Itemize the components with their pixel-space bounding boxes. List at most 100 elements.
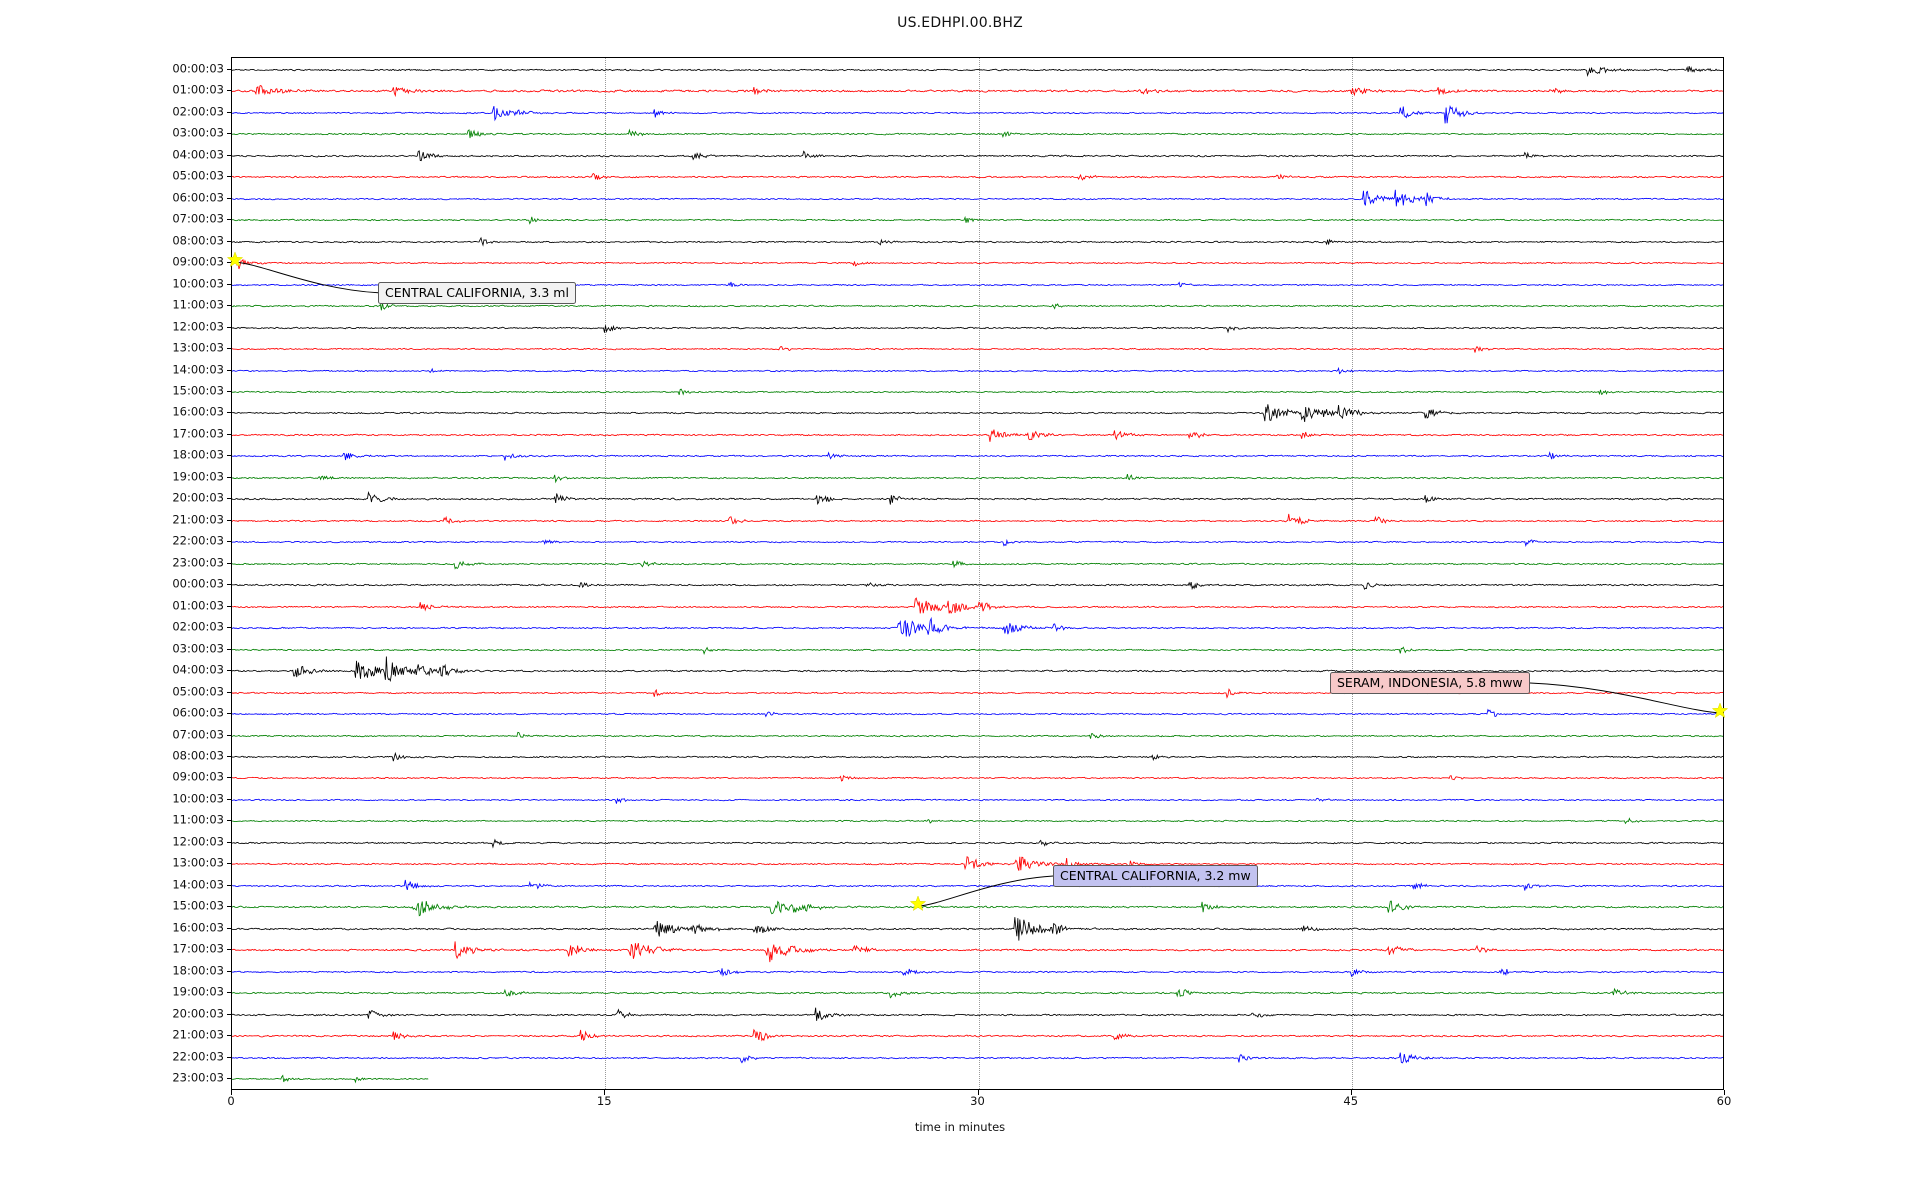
y-tick-mark [227, 1078, 232, 1079]
trace-row [232, 697, 1724, 731]
trace-row [232, 225, 1724, 259]
y-tick-mark [227, 176, 232, 178]
y-tick-mark [227, 1035, 232, 1037]
trace-row [232, 354, 1724, 388]
y-tick-label: 19:00:03 [172, 469, 224, 484]
y-tick-mark [227, 90, 232, 92]
y-tick-label: 09:00:03 [172, 769, 224, 784]
y-tick-mark [227, 197, 232, 199]
y-tick-label: 10:00:03 [172, 275, 224, 290]
y-tick-label: 14:00:03 [172, 361, 224, 376]
trace-row [232, 890, 1724, 924]
y-tick-label: 07:00:03 [172, 726, 224, 741]
y-tick-mark [227, 970, 232, 972]
y-tick-mark [227, 541, 232, 543]
y-tick-label: 08:00:03 [172, 232, 224, 247]
trace-row [232, 998, 1724, 1032]
x-tick-mark [977, 1090, 979, 1095]
x-tick-mark [1724, 1090, 1725, 1095]
y-tick-label: 23:00:03 [172, 1070, 224, 1085]
y-tick-mark [227, 348, 232, 350]
y-tick-mark [227, 927, 232, 929]
trace-row [232, 611, 1724, 645]
y-tick-mark [227, 863, 232, 865]
event-annotation-label[interactable]: SERAM, INDONESIA, 5.8 mww [1330, 672, 1530, 695]
trace-row [232, 482, 1724, 516]
y-tick-label: 03:00:03 [172, 640, 224, 655]
trace-row [232, 654, 1724, 688]
y-tick-label: 05:00:03 [172, 168, 224, 183]
x-tick-label: 0 [227, 1094, 235, 1108]
x-tick-label: 60 [1716, 1094, 1732, 1108]
y-tick-mark [227, 412, 232, 414]
y-tick-label: 04:00:03 [172, 662, 224, 677]
y-tick-mark [227, 992, 232, 994]
trace-row [232, 525, 1724, 559]
y-tick-label: 01:00:03 [172, 597, 224, 612]
y-tick-label: 21:00:03 [172, 512, 224, 527]
y-tick-label: 07:00:03 [172, 211, 224, 226]
trace-row [232, 847, 1724, 881]
y-tick-mark [227, 305, 232, 307]
event-annotation-label[interactable]: CENTRAL CALIFORNIA, 3.2 mw [1053, 865, 1258, 888]
trace-row [232, 439, 1724, 473]
y-tick-label: 19:00:03 [172, 984, 224, 999]
y-tick-mark [227, 841, 232, 843]
y-tick-label: 12:00:03 [172, 834, 224, 849]
event-star-icon[interactable] [908, 895, 927, 918]
trace-row [232, 933, 1724, 967]
y-tick-label: 06:00:03 [172, 705, 224, 720]
y-tick-label: 09:00:03 [172, 254, 224, 269]
y-tick-mark [227, 777, 232, 779]
y-tick-label: 21:00:03 [172, 1027, 224, 1042]
trace-row [232, 504, 1724, 538]
trace-row [232, 1041, 1724, 1075]
y-tick-mark [227, 584, 232, 586]
y-tick-label: 22:00:03 [172, 533, 224, 548]
trace-row [232, 332, 1724, 366]
x-tick-mark [231, 1090, 232, 1095]
y-tick-label: 05:00:03 [172, 683, 224, 698]
trace-row [232, 396, 1724, 430]
y-tick-label: 23:00:03 [172, 555, 224, 570]
y-tick-label: 01:00:03 [172, 82, 224, 97]
y-tick-label: 22:00:03 [172, 1048, 224, 1063]
y-tick-mark [227, 605, 232, 607]
trace-row [232, 912, 1724, 946]
trace-row [232, 719, 1724, 753]
event-annotation-label[interactable]: CENTRAL CALIFORNIA, 3.3 ml [378, 282, 576, 305]
y-tick-label: 13:00:03 [172, 855, 224, 870]
y-tick-label: 04:00:03 [172, 147, 224, 162]
y-tick-label: 15:00:03 [172, 383, 224, 398]
trace-row [232, 783, 1724, 817]
trace-row [232, 547, 1724, 581]
trace-row [232, 740, 1724, 774]
event-star-icon[interactable] [1711, 701, 1730, 724]
trace-row [232, 1019, 1724, 1053]
trace-row [232, 761, 1724, 795]
trace-row [232, 375, 1724, 409]
gridline-45 [1351, 58, 1353, 1089]
y-tick-mark [227, 391, 232, 393]
x-tick-mark [604, 1090, 606, 1095]
trace-row [232, 633, 1724, 667]
y-tick-label: 06:00:03 [172, 190, 224, 205]
y-tick-label: 15:00:03 [172, 898, 224, 913]
y-tick-mark [227, 326, 232, 328]
y-tick-label: 08:00:03 [172, 748, 224, 763]
y-tick-label: 00:00:03 [172, 61, 224, 76]
y-tick-label: 02:00:03 [172, 104, 224, 119]
y-tick-label: 20:00:03 [172, 1005, 224, 1020]
trace-row [232, 955, 1724, 989]
y-tick-mark [227, 1013, 232, 1015]
trace-row [232, 203, 1724, 237]
y-tick-label: 16:00:03 [172, 919, 224, 934]
y-tick-mark [227, 519, 232, 521]
trace-row [232, 289, 1724, 323]
event-star-icon[interactable] [225, 251, 244, 274]
y-tick-label: 17:00:03 [172, 941, 224, 956]
trace-row [232, 976, 1724, 1010]
y-tick-mark [227, 262, 232, 264]
trace-row [232, 160, 1724, 194]
y-tick-mark [227, 154, 232, 156]
